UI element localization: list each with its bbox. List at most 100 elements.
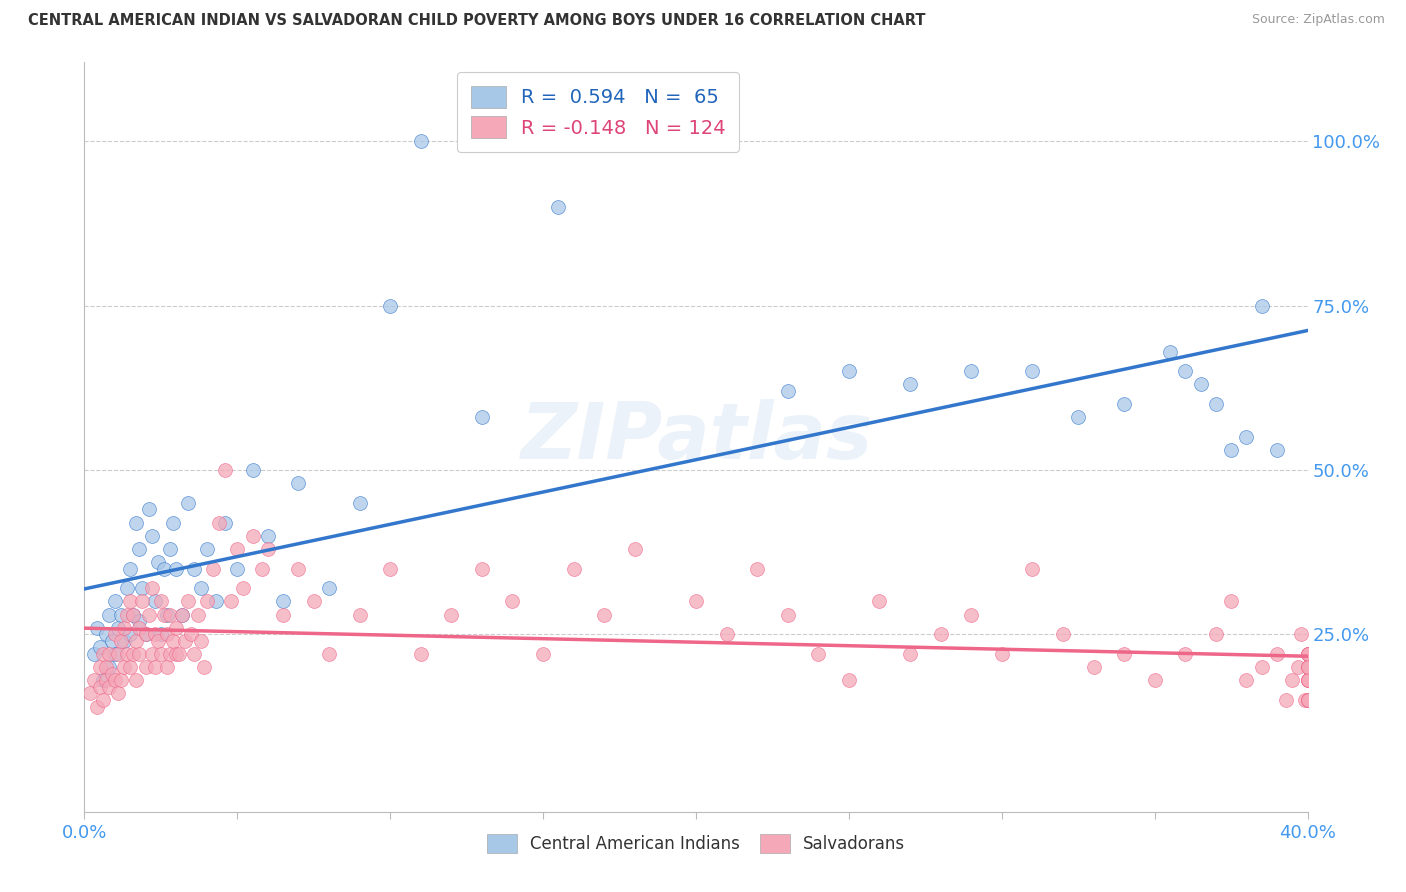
Point	[125, 673, 148, 688]
Point	[190, 581, 212, 595]
Point	[1189, 377, 1212, 392]
Point	[1296, 647, 1319, 661]
Point	[1296, 693, 1319, 707]
Point	[257, 529, 280, 543]
Point	[1296, 673, 1319, 688]
Point	[159, 647, 181, 661]
Point	[172, 607, 194, 622]
Point	[271, 594, 294, 608]
Point	[195, 541, 218, 556]
Point	[177, 496, 200, 510]
Point	[86, 621, 108, 635]
Point	[776, 384, 799, 398]
Point	[471, 410, 494, 425]
Point	[83, 673, 105, 688]
Point	[1114, 647, 1136, 661]
Point	[146, 633, 169, 648]
Point	[141, 581, 163, 595]
Point	[165, 621, 187, 635]
Point	[143, 594, 166, 608]
Point	[89, 640, 111, 655]
Point	[183, 647, 205, 661]
Point	[624, 541, 647, 556]
Point	[685, 594, 707, 608]
Point	[1265, 647, 1288, 661]
Point	[1143, 673, 1166, 688]
Point	[302, 594, 325, 608]
Point	[128, 647, 150, 661]
Point	[107, 647, 129, 661]
Point	[1275, 693, 1298, 707]
Point	[89, 680, 111, 694]
Point	[110, 607, 132, 622]
Point	[101, 633, 124, 648]
Point	[83, 647, 105, 661]
Point	[1296, 660, 1319, 674]
Point	[1021, 561, 1043, 575]
Point	[1296, 673, 1319, 688]
Point	[125, 516, 148, 530]
Point	[807, 647, 830, 661]
Point	[162, 633, 184, 648]
Point	[1296, 673, 1319, 688]
Point	[122, 607, 145, 622]
Point	[287, 476, 309, 491]
Point	[716, 627, 738, 641]
Point	[1052, 627, 1074, 641]
Point	[190, 633, 212, 648]
Point	[138, 502, 160, 516]
Point	[349, 496, 371, 510]
Point	[104, 647, 127, 661]
Point	[1236, 430, 1258, 444]
Point	[898, 647, 921, 661]
Point	[531, 647, 554, 661]
Point	[409, 134, 432, 148]
Point	[120, 594, 142, 608]
Point	[1281, 673, 1303, 688]
Text: Source: ZipAtlas.com: Source: ZipAtlas.com	[1251, 13, 1385, 27]
Point	[186, 607, 208, 622]
Point	[149, 627, 172, 641]
Point	[1296, 647, 1319, 661]
Point	[110, 673, 132, 688]
Point	[97, 647, 120, 661]
Point	[122, 647, 145, 661]
Point	[1291, 627, 1313, 641]
Point	[135, 627, 157, 641]
Point	[94, 660, 117, 674]
Point	[869, 594, 891, 608]
Point	[120, 561, 142, 575]
Point	[131, 581, 153, 595]
Point	[205, 594, 228, 608]
Point	[1296, 693, 1319, 707]
Point	[97, 660, 120, 674]
Point	[97, 680, 120, 694]
Point	[104, 673, 127, 688]
Point	[86, 699, 108, 714]
Point	[91, 673, 114, 688]
Point	[112, 633, 135, 648]
Point	[242, 529, 264, 543]
Point	[143, 660, 166, 674]
Point	[1220, 594, 1243, 608]
Point	[167, 647, 190, 661]
Point	[97, 607, 120, 622]
Point	[135, 660, 157, 674]
Point	[1205, 627, 1227, 641]
Point	[104, 594, 127, 608]
Point	[960, 364, 983, 378]
Point	[409, 647, 432, 661]
Point	[380, 561, 402, 575]
Point	[960, 607, 983, 622]
Point	[125, 633, 148, 648]
Point	[1265, 443, 1288, 458]
Point	[101, 666, 124, 681]
Point	[1067, 410, 1090, 425]
Point	[214, 516, 236, 530]
Text: ZIPatlas: ZIPatlas	[520, 399, 872, 475]
Point	[318, 647, 340, 661]
Point	[156, 607, 179, 622]
Point	[162, 516, 184, 530]
Point	[1205, 397, 1227, 411]
Point	[153, 561, 176, 575]
